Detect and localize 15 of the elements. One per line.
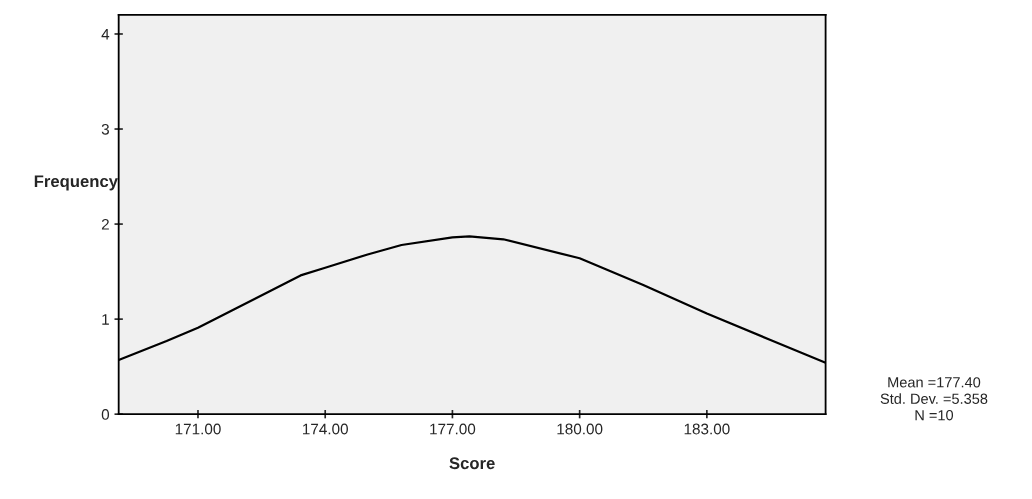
text: Mean =177.40 (888, 377, 981, 388)
x-tick-label: 174.00 (303, 423, 348, 435)
y-axis-title: Frequency (34, 175, 118, 191)
x-tick-label: 177.00 (430, 423, 476, 435)
y-tick-label: 3 (101, 123, 109, 135)
x-tick-label: 171.00 (175, 423, 221, 435)
x-axis-title: Score (449, 457, 495, 470)
y-tick-label: 4 (101, 29, 110, 40)
text: Std. Dev. =5.358 (880, 393, 988, 404)
y-tick-label: 2 (101, 218, 109, 230)
x-tick-label: 183.00 (684, 423, 730, 435)
y-tick-label: 0 (101, 409, 110, 420)
text: N =10 (915, 410, 954, 421)
y-tick-label: 1 (102, 314, 109, 325)
x-tick-label: 180.00 (557, 423, 603, 435)
